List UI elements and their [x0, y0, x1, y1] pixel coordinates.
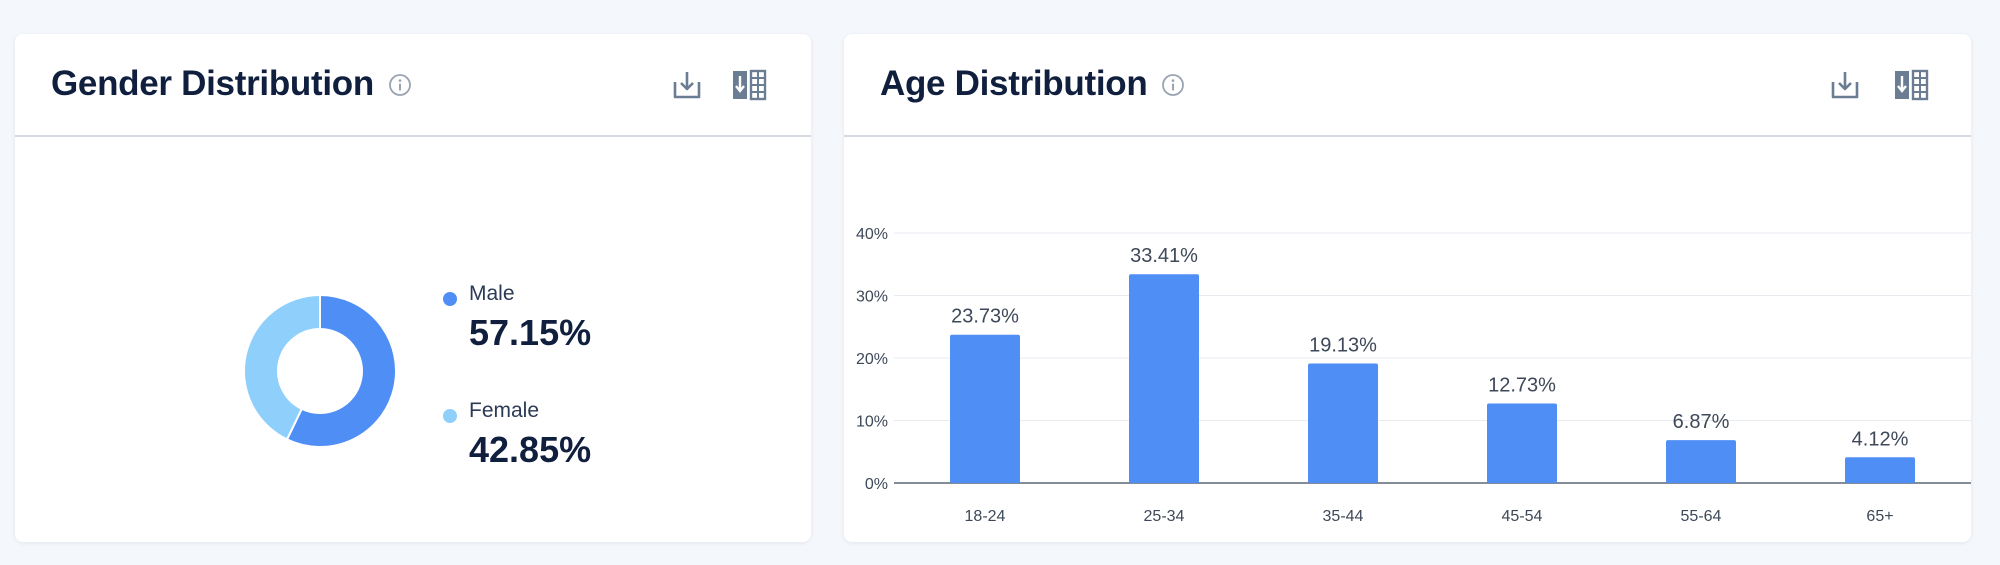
- bar-18-24: [950, 334, 1020, 483]
- legend-label-male: Male: [469, 282, 515, 305]
- info-icon[interactable]: [1161, 73, 1185, 97]
- y-tick-label: 10%: [856, 414, 888, 431]
- gender-distribution-card: Gender Distribution Male 57.15% Female 4…: [15, 34, 811, 542]
- donut-slice-male: [285, 294, 397, 448]
- x-tick-label: 45-54: [1502, 508, 1543, 525]
- x-tick-label: 55-64: [1681, 508, 1722, 525]
- age-distribution-card: Age Distribution 0% 10% 20% 30% 40% 23.73% 18-…: [844, 34, 1971, 542]
- bar-data-label: 6.87%: [1673, 411, 1730, 433]
- y-tick-label: 0%: [865, 476, 888, 493]
- donut-slice-female: [243, 294, 321, 441]
- export-table-icon[interactable]: [730, 66, 768, 104]
- y-tick-label: 30%: [856, 289, 888, 306]
- y-tick-label: 20%: [856, 351, 888, 368]
- download-icon[interactable]: [668, 66, 706, 104]
- bar-55-64: [1666, 440, 1736, 483]
- bar-25-34: [1129, 274, 1199, 483]
- x-tick-label: 18-24: [965, 508, 1006, 525]
- download-icon[interactable]: [1826, 66, 1864, 104]
- x-tick-label: 65+: [1866, 508, 1893, 525]
- card-header: Age Distribution: [844, 34, 1971, 137]
- legend-label-female: Female: [469, 399, 540, 422]
- x-tick-label: 25-34: [1144, 508, 1185, 525]
- bar-65+: [1845, 457, 1915, 483]
- bar-data-label: 33.41%: [1130, 245, 1198, 267]
- card-title: Gender Distribution: [51, 64, 374, 103]
- legend-dot-male: [443, 292, 457, 306]
- bar-45-54: [1487, 403, 1557, 483]
- card-title: Age Distribution: [880, 64, 1148, 103]
- age-bar-chart: 0% 10% 20% 30% 40% 23.73% 18-24 33.41% 25-34 19.1…: [856, 226, 1971, 525]
- legend-dot-female: [443, 409, 457, 423]
- gender-donut-chart: [243, 294, 397, 448]
- export-table-icon[interactable]: [1892, 66, 1930, 104]
- info-icon[interactable]: [388, 73, 412, 97]
- bar-data-label: 19.13%: [1309, 334, 1377, 356]
- bar-data-label: 12.73%: [1488, 374, 1556, 396]
- y-tick-label: 40%: [856, 226, 888, 243]
- card-header: Gender Distribution: [15, 34, 811, 137]
- bar-35-44: [1308, 363, 1378, 483]
- bar-data-label: 4.12%: [1852, 428, 1909, 450]
- x-tick-label: 35-44: [1323, 508, 1364, 525]
- legend-value-female: 42.85%: [469, 429, 592, 470]
- bar-data-label: 23.73%: [951, 306, 1019, 328]
- legend-value-male: 57.15%: [469, 312, 592, 353]
